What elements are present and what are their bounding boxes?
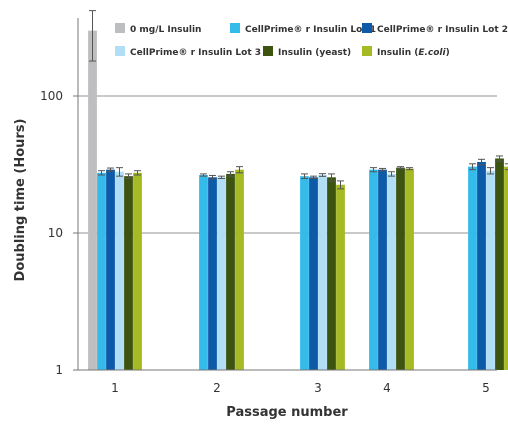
- bar-series-5-passage-4: [405, 168, 414, 370]
- legend-label-5: Insulin (E.coli): [377, 48, 450, 58]
- bar-series-4-passage-3: [327, 177, 336, 370]
- error-bar-series-0-passage-1: [89, 10, 96, 62]
- bar-series-2-passage-1: [106, 169, 115, 370]
- legend-item-1: CellPrime® r Insulin Lot 1: [230, 23, 376, 35]
- bar-series-3-passage-3: [318, 175, 327, 370]
- error-bar-series-3-passage-5: [487, 167, 494, 175]
- error-bar-series-5-passage-1: [134, 170, 141, 176]
- x-tick-label-4: 4: [383, 381, 391, 395]
- legend-label-4: Insulin (yeast): [278, 48, 351, 58]
- error-bars: [89, 10, 508, 190]
- x-tick-labels: 1 2 3 4 5: [111, 381, 490, 395]
- x-tick-label-1: 1: [111, 381, 119, 395]
- error-bar-series-5-passage-5: [505, 163, 508, 171]
- legend-label-3: CellPrime® r Insulin Lot 3: [130, 48, 261, 58]
- legend-item-3: CellPrime® r Insulin Lot 3: [115, 46, 261, 58]
- bar-series-0-passage-1: [88, 30, 97, 370]
- y-tick-label-10: 10: [48, 226, 63, 240]
- y-tick-label-1: 1: [55, 363, 63, 377]
- error-bar-series-4-passage-4: [397, 166, 404, 170]
- error-bar-series-5-passage-4: [406, 167, 413, 171]
- legend-label-0: 0 mg/L Insulin: [130, 25, 201, 35]
- error-bar-series-2-passage-5: [478, 158, 485, 166]
- bar-series-4-passage-5: [495, 158, 504, 370]
- legend-label-2: CellPrime® r Insulin Lot 2: [377, 25, 508, 35]
- bar-series-5-passage-5: [504, 166, 508, 370]
- bar-series-5-passage-2: [235, 169, 244, 370]
- bar-series-1-passage-2: [199, 175, 208, 370]
- error-bar-series-2-passage-3: [310, 175, 317, 179]
- legend-item-4: Insulin (yeast): [263, 46, 351, 58]
- legend-swatch-5: [362, 46, 372, 56]
- bar-series-3-passage-1: [115, 171, 124, 370]
- x-tick-label-5: 5: [482, 381, 490, 395]
- bar-series-2-passage-5: [477, 161, 486, 370]
- bar-series-4-passage-2: [226, 173, 235, 370]
- legend-swatch-3: [115, 46, 125, 56]
- error-bar-series-1-passage-5: [469, 163, 476, 171]
- error-bar-series-1-passage-4: [370, 167, 377, 173]
- bar-series-5-passage-1: [133, 172, 142, 370]
- error-bar-series-2-passage-4: [379, 167, 386, 172]
- bar-series-3-passage-5: [486, 170, 495, 370]
- legend-label-1: CellPrime® r Insulin Lot 1: [245, 25, 376, 35]
- gridlines: [78, 95, 497, 234]
- bar-series-4-passage-4: [396, 167, 405, 370]
- error-bar-series-5-passage-2: [236, 166, 243, 174]
- legend-item-5: Insulin (E.coli): [362, 46, 450, 58]
- error-bar-series-3-passage-4: [388, 171, 395, 177]
- bar-series-1-passage-5: [468, 166, 477, 370]
- legend: 0 mg/L Insulin CellPrime® r Insulin Lot 1…: [115, 23, 508, 58]
- error-bar-series-1-passage-1: [98, 170, 105, 176]
- x-tick-label-2: 2: [213, 381, 221, 395]
- legend-item-2: CellPrime® r Insulin Lot 2: [362, 23, 508, 35]
- error-bar-series-4-passage-1: [125, 173, 132, 179]
- error-bar-series-2-passage-1: [107, 167, 114, 172]
- bar-series-2-passage-3: [309, 177, 318, 370]
- bar-series-3-passage-4: [387, 173, 396, 370]
- error-bar-series-3-passage-1: [116, 167, 123, 177]
- error-bar-series-3-passage-3: [319, 173, 326, 177]
- legend-item-0: 0 mg/L Insulin: [115, 23, 201, 35]
- bar-series-5-passage-3: [336, 184, 345, 370]
- error-bar-series-4-passage-5: [496, 155, 503, 162]
- error-bar-series-4-passage-3: [328, 173, 335, 182]
- error-bar-series-3-passage-2: [218, 175, 225, 179]
- legend-swatch-0: [115, 23, 125, 33]
- bar-series-3-passage-2: [217, 177, 226, 370]
- bar-series-1-passage-3: [300, 176, 309, 370]
- error-bar-series-4-passage-2: [227, 171, 234, 177]
- legend-swatch-4: [263, 46, 273, 56]
- bar-series-4-passage-1: [124, 176, 133, 370]
- bar-series-1-passage-1: [97, 172, 106, 370]
- bar-series-1-passage-4: [369, 169, 378, 370]
- y-tick-label-100: 100: [40, 89, 63, 103]
- error-bar-series-1-passage-3: [301, 173, 308, 179]
- bars: [88, 30, 508, 370]
- error-bar-series-1-passage-2: [200, 173, 207, 177]
- legend-swatch-1: [230, 23, 240, 33]
- y-axis-title: Doubling time (Hours): [13, 119, 28, 282]
- bar-series-2-passage-2: [208, 177, 217, 370]
- x-axis-title: Passage number: [226, 405, 348, 420]
- error-bar-series-2-passage-2: [209, 174, 216, 180]
- y-tick-labels: 1 10 100: [40, 89, 78, 377]
- error-bar-series-5-passage-3: [337, 180, 344, 190]
- legend-swatch-2: [362, 23, 372, 33]
- x-tick-label-3: 3: [314, 381, 322, 395]
- bar-series-2-passage-4: [378, 169, 387, 370]
